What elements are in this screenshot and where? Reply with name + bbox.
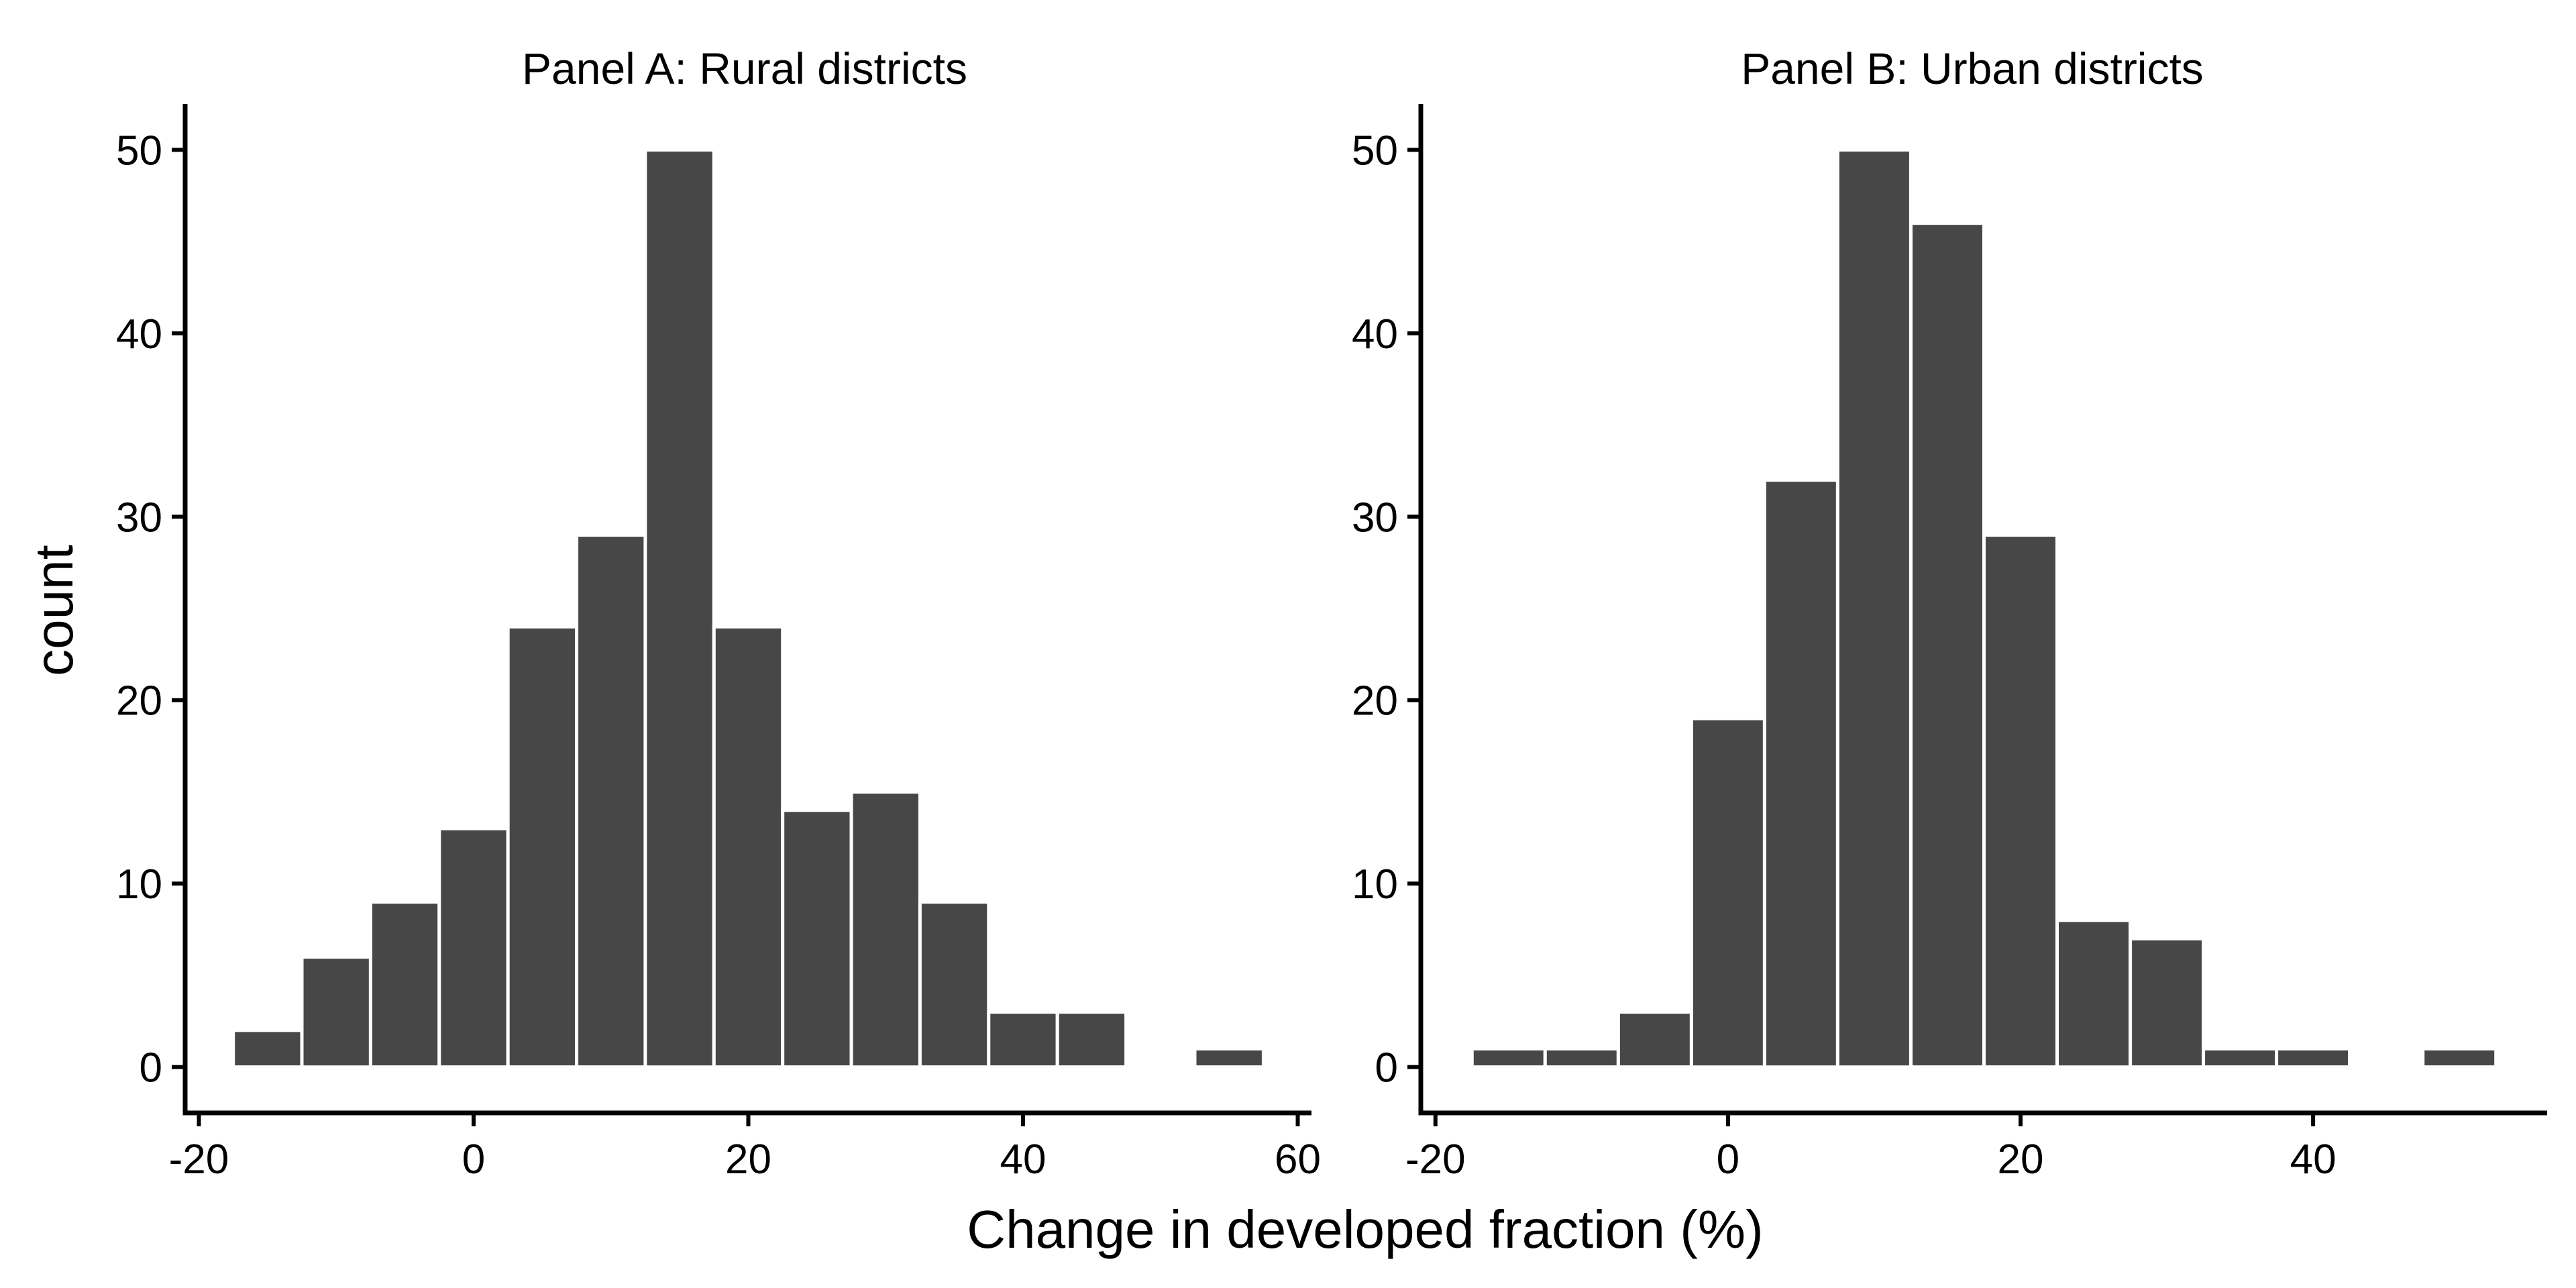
panel-b-bar: [1470, 1046, 1547, 1069]
panel-a-bar: [575, 533, 647, 1069]
panel-b-bar: [1835, 148, 1913, 1069]
panel-a: Panel A: Rural districts -20 0 20 40 60 0102…: [116, 44, 1321, 1183]
panel-b-bar: [1616, 1010, 1693, 1069]
panel-b-y-tick-label: 30: [1352, 494, 1398, 541]
panel-b-bar: [1982, 533, 2059, 1069]
panel-a-bar: [300, 955, 372, 1069]
panel-b-title: Panel B: Urban districts: [1741, 44, 2204, 93]
panel-b-y-tick-label: 20: [1352, 678, 1398, 724]
panel-a-bars: [231, 148, 1265, 1069]
panel-b-bar: [1543, 1046, 1620, 1069]
panel-b-x-tick-label: 20: [1998, 1136, 2044, 1183]
panel-a-y-tick-label: 30: [116, 494, 162, 541]
panel-a-bar: [1193, 1046, 1265, 1069]
panel-a-bar: [918, 900, 991, 1069]
panel-b-y-tick-label: 40: [1352, 311, 1398, 358]
panel-a-y-ticks: 0 10 20 30 40 50: [116, 127, 185, 1091]
panel-a-bar: [643, 148, 716, 1069]
panel-b-bar: [1909, 221, 1986, 1069]
panel-a-y-tick-label: 10: [116, 861, 162, 908]
x-axis-title: Change in developed fraction (%): [967, 1199, 1763, 1259]
panel-a-y-tick-label: 0: [140, 1045, 162, 1091]
panel-a-x-tick-label: 20: [725, 1136, 771, 1183]
panel-a-x-tick-label: -20: [169, 1136, 229, 1183]
panel-b-y-tick-label: 0: [1375, 1045, 1398, 1091]
y-axis-title: count: [24, 545, 84, 676]
panel-a-x-ticks: -20 0 20 40 60: [169, 1113, 1321, 1183]
panel-b-bar: [2421, 1046, 2498, 1069]
panel-b-bar: [2055, 918, 2132, 1069]
panel-b-bar: [2275, 1046, 2352, 1069]
panel-a-bar: [781, 808, 853, 1069]
panel-b-axes: [1418, 104, 2547, 1116]
panel-a-y-tick-label: 50: [116, 127, 162, 174]
panel-a-y-tick-label: 40: [116, 311, 162, 358]
panel-b-bar: [1762, 478, 1839, 1069]
panel-a-bar: [437, 826, 510, 1069]
panel-a-bar: [1055, 1010, 1128, 1069]
panel-b-bar: [2202, 1046, 2279, 1069]
panel-a-bar: [506, 625, 579, 1069]
panel-b-x-tick-label: 0: [1717, 1136, 1739, 1183]
panel-a-y-tick-label: 20: [116, 678, 162, 724]
panel-b-y-tick-label: 50: [1352, 127, 1398, 174]
panel-b-bar: [2129, 936, 2206, 1069]
panel-b-bar: [1689, 716, 1766, 1069]
panel-a-x-tick-label: 40: [1000, 1136, 1046, 1183]
panel-a-x-tick-label: 0: [462, 1136, 485, 1183]
panel-b-y-ticks: 0 10 20 30 40 50: [1352, 127, 1421, 1091]
panel-a-bar: [231, 1028, 304, 1069]
panel-a-bar: [987, 1010, 1059, 1069]
panel-b-x-ticks: -20 0 20 40: [1405, 1113, 2337, 1183]
panel-a-title: Panel A: Rural districts: [522, 44, 967, 93]
panel-b-x-tick-label: 40: [2290, 1136, 2337, 1183]
panel-b-x-tick-label: -20: [1405, 1136, 1466, 1183]
panel-a-bar: [368, 900, 441, 1069]
panel-b: Panel B: Urban districts -20 0 20 40 010203…: [1352, 44, 2547, 1183]
panel-b-y-tick-label: 10: [1352, 861, 1398, 908]
panel-a-x-tick-label: 60: [1275, 1136, 1321, 1183]
panel-b-bars: [1470, 148, 2498, 1069]
panel-a-bar: [712, 625, 785, 1069]
panel-a-axes: [182, 104, 1311, 1116]
panel-a-bar: [849, 790, 922, 1069]
